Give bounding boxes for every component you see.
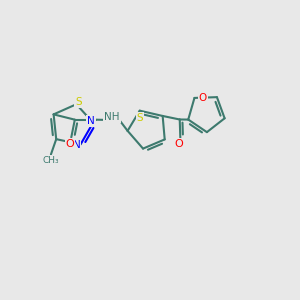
Text: N: N	[73, 140, 80, 150]
Text: O: O	[175, 139, 183, 149]
Text: NH: NH	[104, 112, 120, 122]
Text: N: N	[87, 116, 95, 126]
Text: CH₃: CH₃	[43, 156, 59, 165]
Text: O: O	[65, 139, 74, 149]
Text: S: S	[75, 97, 82, 107]
Text: S: S	[136, 113, 143, 123]
Text: O: O	[199, 93, 207, 103]
